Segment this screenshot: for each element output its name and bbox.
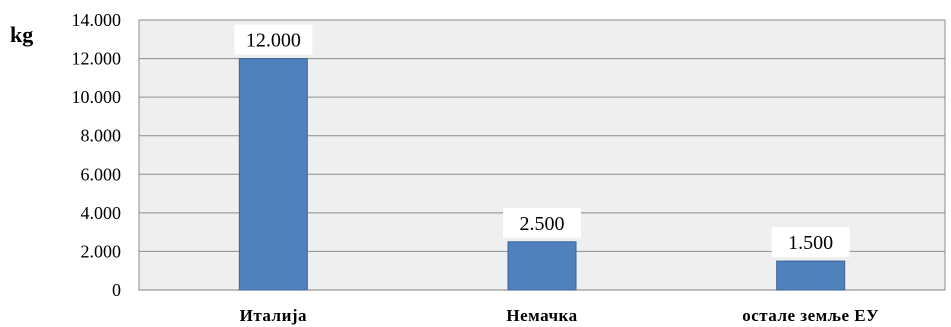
data-label-text: 2.500 bbox=[520, 213, 565, 235]
y-tick-label: 6.000 bbox=[81, 164, 122, 184]
bar bbox=[508, 242, 576, 290]
y-tick-label: 4.000 bbox=[81, 203, 122, 223]
y-tick-label: 14.000 bbox=[72, 10, 122, 30]
data-label: 1.500 bbox=[772, 227, 850, 257]
x-category-label: остале земље ЕУ bbox=[742, 306, 879, 325]
bar bbox=[777, 261, 845, 290]
data-label: 12.000 bbox=[234, 25, 312, 55]
y-tick-label: 10.000 bbox=[72, 87, 122, 107]
bar bbox=[239, 59, 307, 290]
y-axis-ticks: 0 2.000 4.000 6.000 8.000 10.000 12.000 14.000 bbox=[72, 10, 122, 300]
data-label-text: 1.500 bbox=[788, 232, 833, 254]
x-category-label: Италија bbox=[240, 306, 307, 325]
y-tick-label: 2.000 bbox=[81, 241, 122, 261]
y-tick-label: 0 bbox=[112, 280, 121, 300]
y-tick-label: 8.000 bbox=[81, 126, 122, 146]
y-tick-label: 12.000 bbox=[72, 49, 122, 69]
data-label: 2.500 bbox=[503, 208, 581, 238]
x-axis-categories: Италија Немачка остале земље ЕУ bbox=[240, 306, 880, 325]
x-category-label: Немачка bbox=[506, 306, 577, 325]
y-axis-label: kg bbox=[10, 22, 33, 47]
data-label-text: 12.000 bbox=[246, 30, 301, 52]
